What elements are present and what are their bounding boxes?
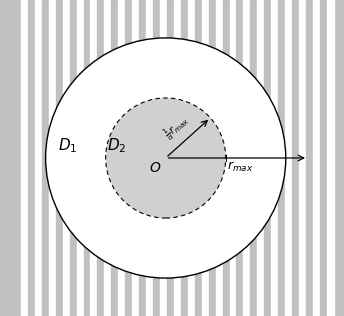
Text: $D_2$: $D_2$ <box>107 136 127 155</box>
Bar <box>292 0 299 316</box>
Bar <box>104 0 111 316</box>
Text: $D_1$: $D_1$ <box>58 136 78 155</box>
Bar <box>250 0 257 316</box>
Circle shape <box>46 38 286 278</box>
Bar <box>146 0 153 316</box>
Bar <box>236 0 244 316</box>
Bar <box>77 0 84 316</box>
Bar <box>202 0 209 316</box>
Bar <box>111 0 118 316</box>
Bar <box>63 0 69 316</box>
Bar <box>14 0 21 316</box>
Bar <box>313 0 320 316</box>
Bar <box>223 0 229 316</box>
Bar <box>209 0 216 316</box>
Bar <box>285 0 292 316</box>
Bar <box>49 0 56 316</box>
Bar <box>118 0 125 316</box>
Bar <box>174 0 181 316</box>
Bar <box>306 0 313 316</box>
Bar <box>271 0 278 316</box>
Bar <box>181 0 188 316</box>
Bar <box>195 0 202 316</box>
Bar <box>125 0 132 316</box>
Bar <box>160 0 167 316</box>
Bar <box>278 0 285 316</box>
Bar <box>229 0 236 316</box>
Bar <box>69 0 77 316</box>
Text: $O$: $O$ <box>149 161 161 175</box>
Bar <box>320 0 327 316</box>
Bar <box>28 0 35 316</box>
Circle shape <box>106 98 226 218</box>
Bar <box>21 0 28 316</box>
Text: $\frac{1}{\alpha}r_{max}$: $\frac{1}{\alpha}r_{max}$ <box>161 112 193 143</box>
Bar <box>153 0 160 316</box>
Text: $r_{max}$: $r_{max}$ <box>227 160 254 174</box>
Bar <box>139 0 146 316</box>
Bar <box>264 0 271 316</box>
Bar <box>35 0 42 316</box>
Bar <box>84 0 90 316</box>
Bar <box>132 0 139 316</box>
Bar <box>216 0 223 316</box>
Bar <box>257 0 264 316</box>
Bar <box>167 0 174 316</box>
Bar <box>90 0 97 316</box>
Bar <box>327 0 334 316</box>
Bar <box>42 0 49 316</box>
Bar <box>299 0 306 316</box>
Bar <box>97 0 104 316</box>
Bar <box>188 0 195 316</box>
Bar <box>56 0 63 316</box>
Bar <box>244 0 250 316</box>
